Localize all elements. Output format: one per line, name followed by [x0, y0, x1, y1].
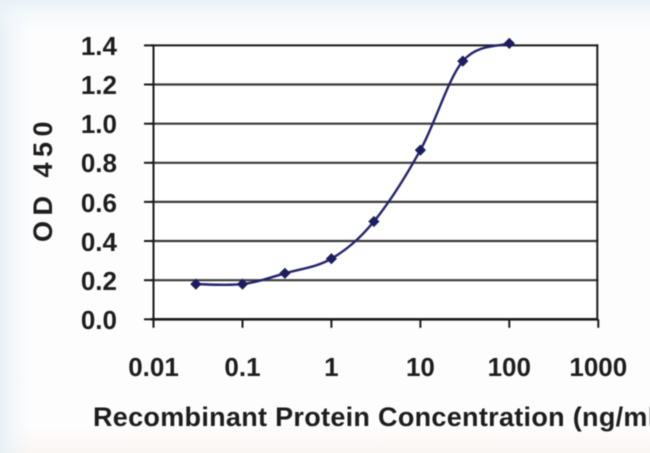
svg-text:1.0: 1.0 [81, 109, 117, 139]
svg-text:1: 1 [324, 352, 338, 382]
svg-text:100: 100 [488, 352, 531, 382]
svg-text:0.6: 0.6 [81, 188, 117, 218]
svg-text:0.1: 0.1 [224, 352, 260, 382]
svg-text:0.2: 0.2 [81, 266, 117, 296]
svg-text:OD 450: OD 450 [28, 116, 58, 242]
svg-text:10: 10 [406, 352, 435, 382]
svg-text:0.0: 0.0 [81, 305, 117, 335]
svg-text:1.4: 1.4 [81, 31, 118, 61]
svg-text:Recombinant Protein Concentrat: Recombinant Protein Concentration (ng/ml… [93, 402, 650, 432]
svg-text:0.8: 0.8 [81, 148, 117, 178]
svg-text:1000: 1000 [569, 352, 627, 382]
svg-text:0.01: 0.01 [128, 352, 179, 382]
svg-text:0.4: 0.4 [81, 227, 118, 257]
svg-text:1.2: 1.2 [81, 70, 117, 100]
